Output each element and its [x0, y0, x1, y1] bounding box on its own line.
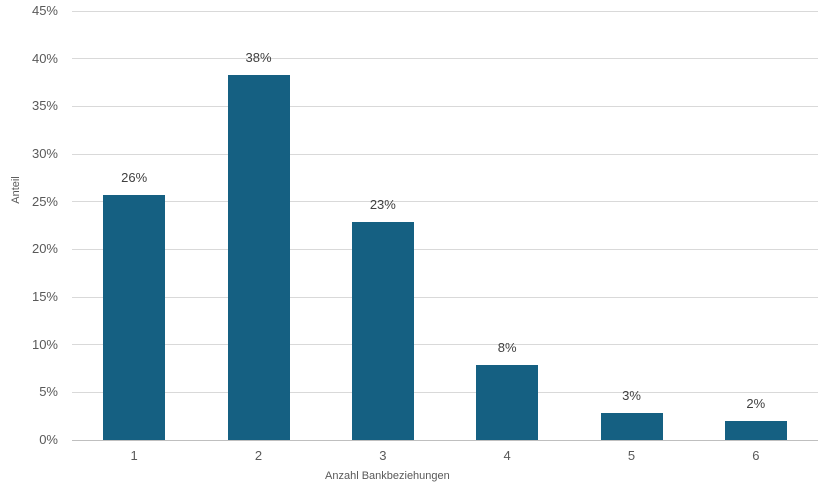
- x-category-label: 2: [254, 448, 263, 463]
- x-axis-title: Anzahl Bankbeziehungen: [325, 470, 450, 482]
- bar-data-label: 23%: [369, 196, 396, 212]
- bar: [103, 194, 166, 440]
- y-axis-title: Anteil: [10, 176, 22, 204]
- x-category-label: 5: [627, 448, 636, 463]
- bar: [351, 221, 414, 440]
- gridline: [72, 105, 818, 107]
- y-tick-label: 45%: [31, 3, 58, 18]
- bar-data-label: 3%: [622, 388, 641, 404]
- bar: [476, 364, 539, 440]
- gridline: [72, 391, 818, 393]
- gridline: [72, 153, 818, 155]
- y-tick-label: 30%: [31, 146, 58, 161]
- gridline: [72, 296, 818, 298]
- bar: [600, 413, 663, 440]
- gridline: [72, 248, 818, 250]
- y-tick-label: 10%: [31, 336, 58, 352]
- bar: [724, 420, 787, 440]
- y-tick-label: 20%: [31, 241, 58, 257]
- x-axis-line: [72, 439, 818, 441]
- y-tick-label: 5%: [39, 384, 58, 400]
- x-category-label: 6: [752, 448, 760, 463]
- bar-data-label: 8%: [497, 339, 517, 355]
- y-tick-label: 40%: [31, 50, 58, 66]
- x-category-label: 4: [503, 448, 511, 463]
- gridline: [72, 58, 818, 60]
- bar-data-label: 26%: [121, 169, 148, 185]
- y-tick-label: 25%: [31, 193, 58, 209]
- gridline: [72, 344, 818, 346]
- x-category-label: 3: [379, 448, 387, 463]
- x-category-label: 1: [130, 448, 138, 463]
- gridline: [72, 10, 818, 12]
- y-tick-label: 0%: [39, 432, 58, 447]
- bar-data-label: 2%: [746, 395, 766, 411]
- gridline: [72, 201, 818, 203]
- bar-data-label: 38%: [245, 49, 272, 65]
- y-tick-label: 35%: [31, 98, 58, 114]
- bar: [227, 74, 290, 440]
- y-tick-label: 15%: [31, 289, 58, 304]
